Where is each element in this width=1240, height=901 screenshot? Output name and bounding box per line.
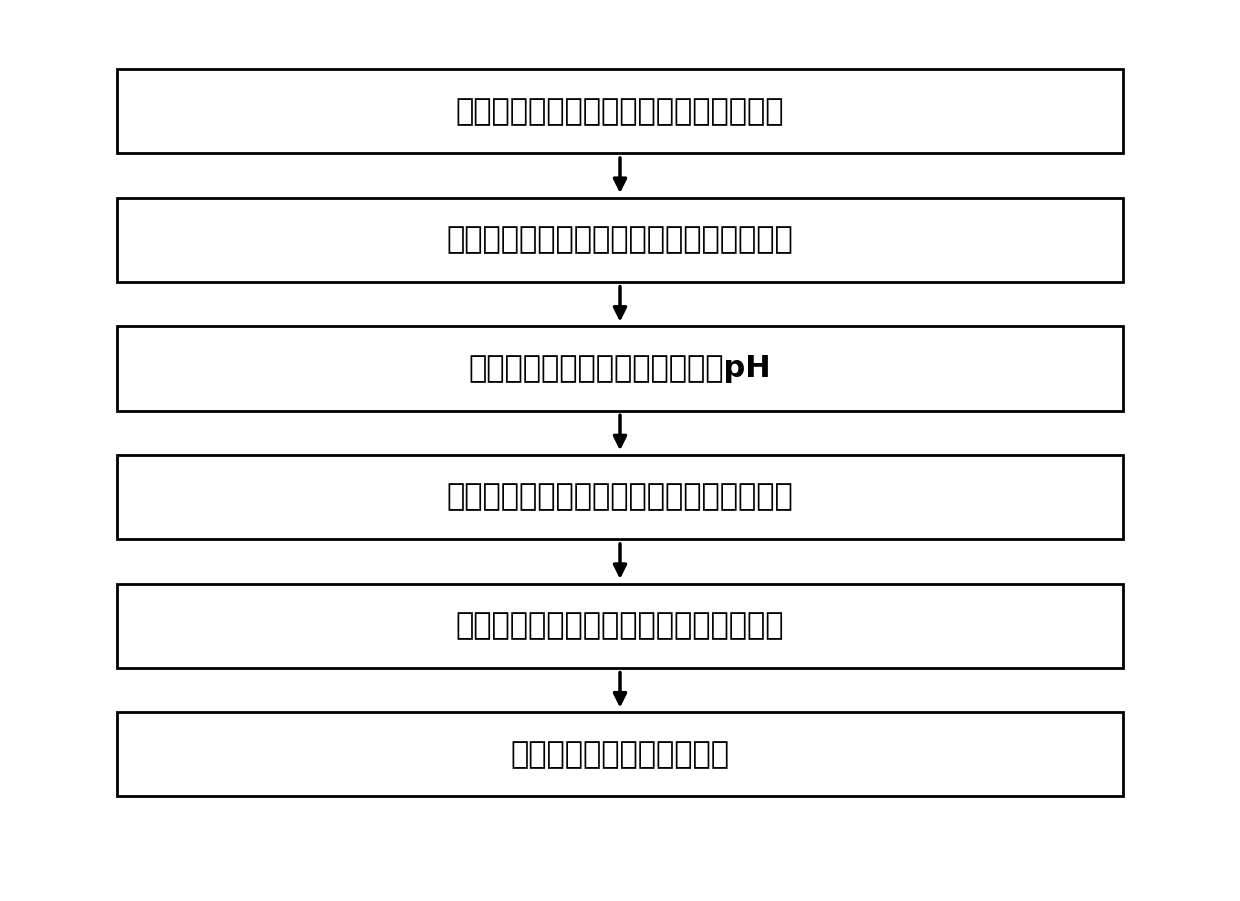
FancyBboxPatch shape [118,326,1122,411]
Text: 配置甘氨酸浸出剂，调整浸出剂pH: 配置甘氨酸浸出剂，调整浸出剂pH [469,354,771,383]
Text: 将冰铜渣磨矿并筛分，得到待处理冰铜渣: 将冰铜渣磨矿并筛分，得到待处理冰铜渣 [456,96,784,125]
Text: 草酸铜沉淀洗涤后焙烧分解: 草酸铜沉淀洗涤后焙烧分解 [511,740,729,769]
FancyBboxPatch shape [118,712,1122,796]
FancyBboxPatch shape [118,197,1122,282]
FancyBboxPatch shape [118,69,1122,153]
Text: 将焙烧渣与甘氨酸浸出剂混合进行铜的浸出: 将焙烧渣与甘氨酸浸出剂混合进行铜的浸出 [446,483,794,512]
FancyBboxPatch shape [118,584,1122,668]
Text: 含铜甘氨酸溶液和草酸溶液混合进行沉铜: 含铜甘氨酸溶液和草酸溶液混合进行沉铜 [456,611,784,641]
Text: 将待处理冰铜渣进行氧化焙烧，得到焙烧渣: 将待处理冰铜渣进行氧化焙烧，得到焙烧渣 [446,225,794,254]
FancyBboxPatch shape [118,455,1122,539]
